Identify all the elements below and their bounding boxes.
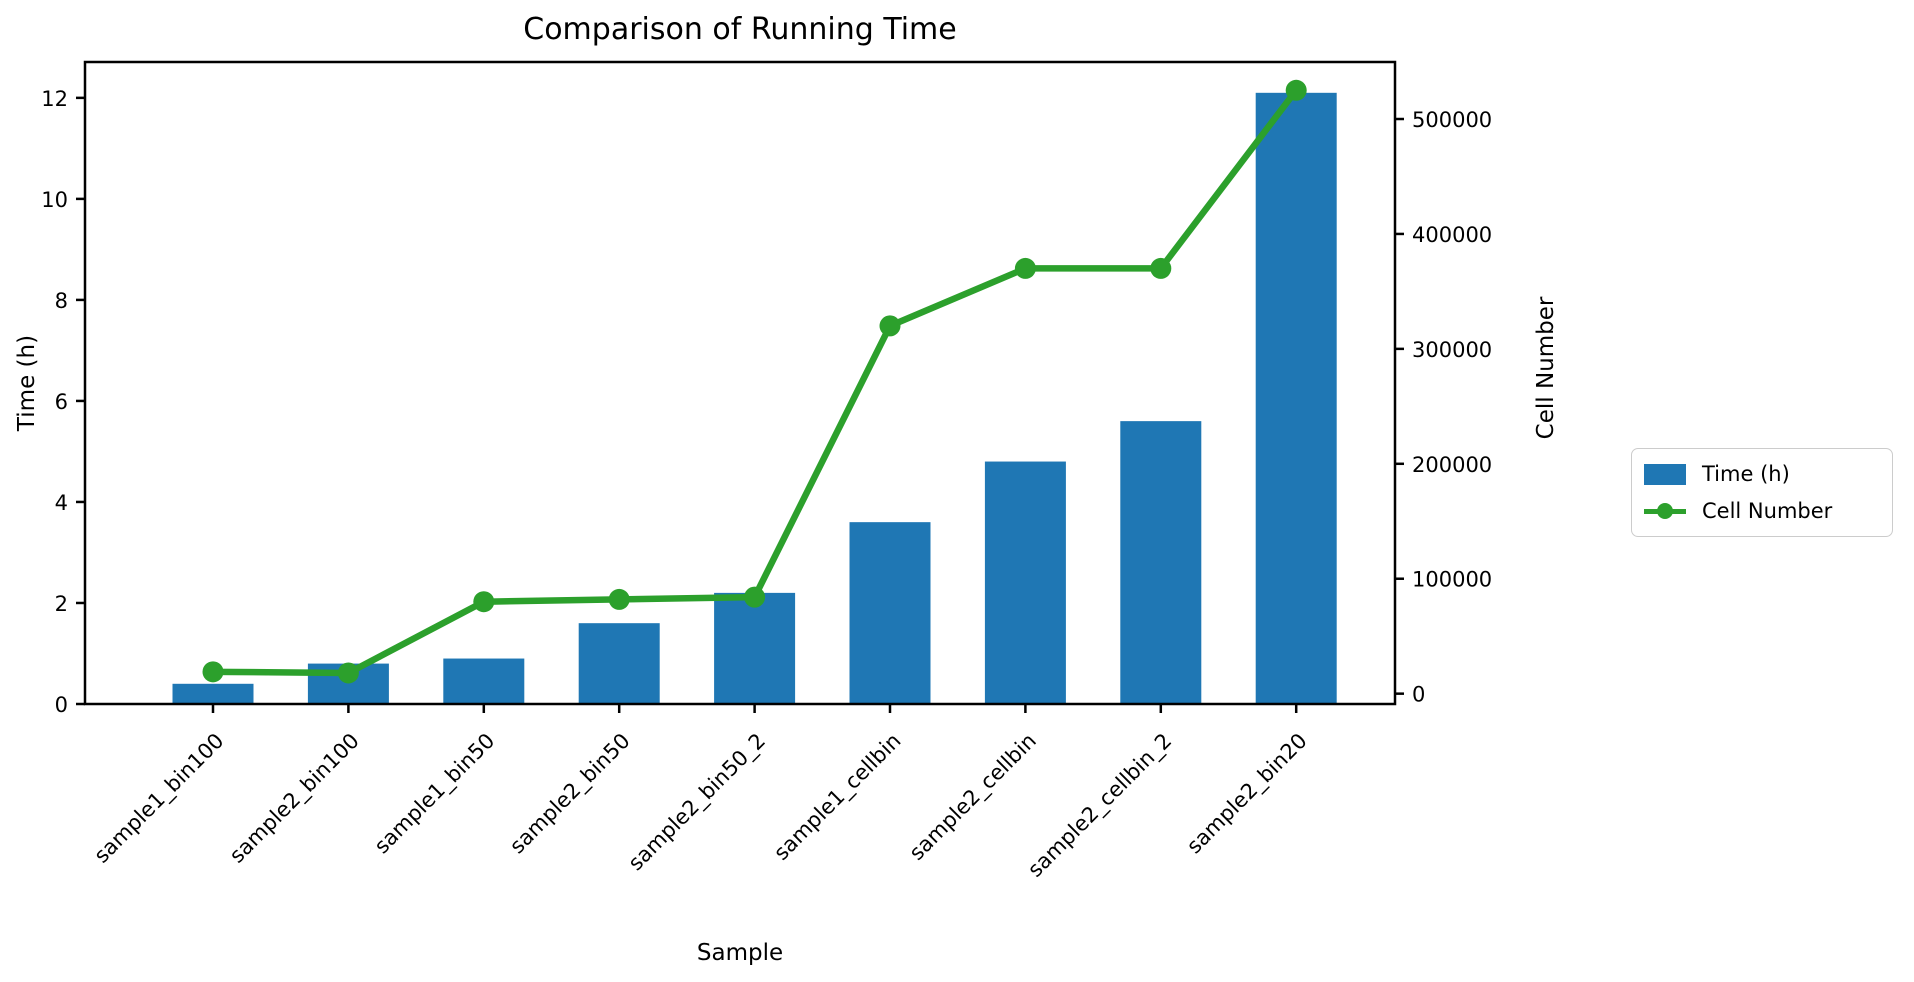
bar-sample2_cellbin xyxy=(984,461,1066,704)
line-marker-sample2_bin50_2 xyxy=(744,586,766,608)
x-tick-label: sample2_cellbin_2 xyxy=(1023,729,1177,883)
y-right-tick-label: 0 xyxy=(1412,683,1425,707)
y-left-tick-label: 6 xyxy=(55,390,68,414)
bar-sample1_bin100 xyxy=(172,683,254,704)
line-marker-sample2_bin50 xyxy=(608,588,630,610)
legend: Time (h) Cell Number xyxy=(1631,448,1893,537)
y-left-tick-label: 0 xyxy=(55,693,68,717)
y-right-tick-label: 300000 xyxy=(1412,338,1492,362)
legend-item-cell-number: Cell Number xyxy=(1644,499,1892,523)
line-marker-sample2_bin100 xyxy=(337,662,359,684)
axes-spines xyxy=(83,60,1397,706)
y-right-tick-label: 200000 xyxy=(1412,453,1492,477)
x-tick-label: sample1_cellbin xyxy=(769,729,906,866)
y-right-tick-label: 100000 xyxy=(1412,568,1492,592)
line-marker-sample2_cellbin xyxy=(1014,257,1036,279)
x-tick-label: sample2_cellbin xyxy=(905,729,1042,866)
y-left-tick-label: 8 xyxy=(55,289,68,313)
y-axis-label-left: Time (h) xyxy=(14,334,40,432)
line-marker-sample2_bin20 xyxy=(1285,79,1307,101)
bar-sample2_cellbin_2 xyxy=(1120,421,1202,704)
legend-bar-swatch-icon xyxy=(1644,463,1686,485)
chart-title: Comparison of Running Time xyxy=(523,12,957,47)
x-tick-label: sample1_bin100 xyxy=(89,729,229,869)
bar-sample2_bin20 xyxy=(1255,92,1337,705)
bar-sample1_cellbin xyxy=(849,522,931,704)
y-axis-label-right: Cell Number xyxy=(1533,296,1559,440)
bar-sample1_bin50 xyxy=(443,658,525,704)
y-right-tick-label: 400000 xyxy=(1412,223,1492,247)
y-left-tick-label: 10 xyxy=(41,188,68,212)
bar-sample2_bin50_2 xyxy=(714,592,796,704)
x-axis-label: Sample xyxy=(696,940,784,966)
y-right-tick-label: 500000 xyxy=(1412,108,1492,132)
x-tick-label: sample2_bin50_2 xyxy=(624,729,771,876)
y-left-tick-label: 2 xyxy=(55,592,68,616)
line-marker-sample1_bin50 xyxy=(473,591,495,613)
x-tick-label: sample1_bin50 xyxy=(370,729,500,859)
line-marker-sample2_cellbin_2 xyxy=(1150,257,1172,279)
legend-item-time: Time (h) xyxy=(1644,462,1892,486)
y-left-tick-label: 12 xyxy=(41,87,68,111)
x-tick-label: sample2_bin20 xyxy=(1182,729,1312,859)
legend-label-time: Time (h) xyxy=(1702,462,1790,486)
legend-line-swatch-icon xyxy=(1644,501,1686,522)
line-marker-sample1_cellbin xyxy=(879,315,901,337)
bar-sample2_bin50 xyxy=(578,623,660,704)
x-tick-label: sample2_bin50 xyxy=(505,729,635,859)
line-marker-sample1_bin100 xyxy=(202,661,224,683)
legend-label-cell-number: Cell Number xyxy=(1702,499,1833,523)
x-tick-label: sample2_bin100 xyxy=(225,729,365,869)
y-left-tick-label: 4 xyxy=(55,491,68,515)
